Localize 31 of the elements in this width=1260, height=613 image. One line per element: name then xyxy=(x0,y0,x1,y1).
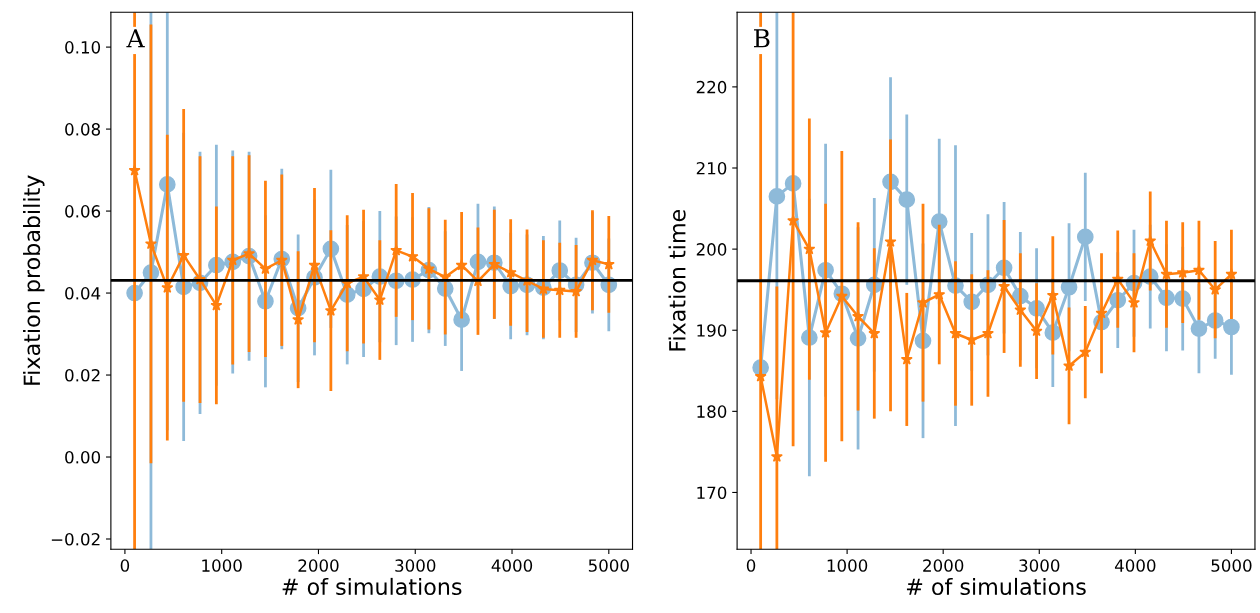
x-axis-title: # of simulations xyxy=(906,577,1086,596)
x-tick-label: 4000 xyxy=(1114,559,1156,572)
y-tick-label: 180 xyxy=(697,405,727,418)
y-axis-title: Fixation time xyxy=(668,209,686,351)
y-tick-label: 220 xyxy=(696,80,727,94)
x-tick-label: 0 xyxy=(746,559,756,572)
y-tick-label: 200 xyxy=(696,243,727,256)
y-tick-label: 190 xyxy=(697,324,727,337)
x-tick-label: 3000 xyxy=(395,559,436,572)
y-tick-label: 0.10 xyxy=(65,41,101,54)
x-tick-label: 2000 xyxy=(298,559,339,572)
y-tick-label: 170 xyxy=(697,486,727,500)
y-tick-label: −0.02 xyxy=(51,532,100,546)
x-tick-label: 0 xyxy=(120,559,130,572)
annotation: A xyxy=(126,29,145,48)
y-tick-label: 0.02 xyxy=(65,369,100,382)
x-tick-label: 3000 xyxy=(1019,559,1060,572)
x-axis-title: # of simulations xyxy=(282,577,462,596)
x-tick-label: 1000 xyxy=(827,559,868,572)
y-tick-label: 210 xyxy=(696,161,727,175)
x-tick-label: 4000 xyxy=(491,559,533,572)
y-tick-label: 0.08 xyxy=(65,123,101,136)
x-tick-label: 5000 xyxy=(588,559,629,572)
x-tick-label: 5000 xyxy=(1211,559,1252,572)
x-tick-label: 2000 xyxy=(923,559,964,572)
annotation: B xyxy=(754,29,770,48)
x-tick-label: 1000 xyxy=(202,559,242,572)
y-axis-title: Fixation probability xyxy=(23,175,45,385)
y-tick-label: 0.06 xyxy=(65,205,101,218)
y-tick-label: 0.04 xyxy=(65,287,101,300)
y-tick-label: 0.00 xyxy=(65,450,101,464)
